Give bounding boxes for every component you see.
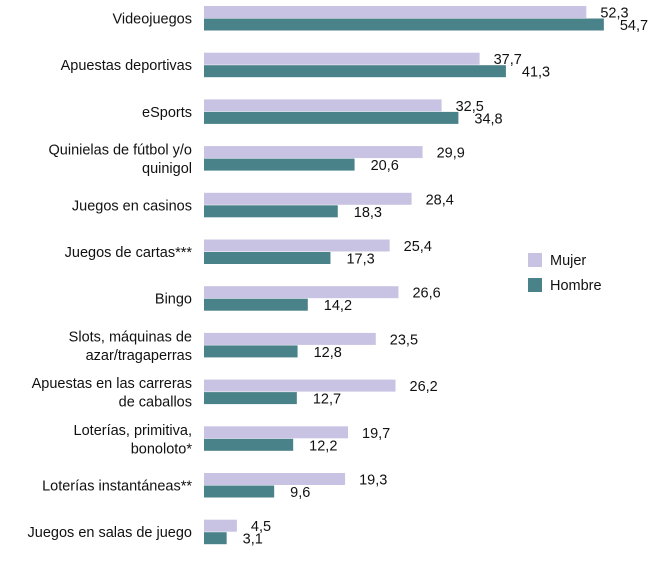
bar-hombre xyxy=(204,205,338,218)
category-label: Videojuegos xyxy=(112,12,192,28)
data-label-mujer: 25,4 xyxy=(404,239,432,255)
category-label: Slots, máquinas de xyxy=(69,329,192,345)
category-label: Loterías, primitiva, xyxy=(74,423,192,439)
data-label-mujer: 29,9 xyxy=(437,146,465,162)
bar-mujer xyxy=(204,473,346,485)
data-label-mujer: 23,5 xyxy=(390,332,418,348)
bar-mujer xyxy=(204,192,412,205)
data-label-mujer: 28,4 xyxy=(426,192,454,208)
data-label-hombre: 12,8 xyxy=(314,345,342,361)
bar-mujer xyxy=(204,6,587,18)
category-label: Juegos en casinos xyxy=(72,198,192,214)
category-label: eSports xyxy=(142,105,192,121)
bar-mujer xyxy=(204,519,237,532)
data-label-hombre: 9,6 xyxy=(290,485,310,501)
data-label-hombre: 3,1 xyxy=(243,532,263,548)
bar-hombre xyxy=(204,65,506,78)
category-label: Bingo xyxy=(155,292,192,308)
bar-hombre xyxy=(204,252,331,264)
data-label-hombre: 17,3 xyxy=(346,252,374,268)
data-label-hombre: 34,8 xyxy=(474,111,502,127)
data-label-hombre: 20,6 xyxy=(371,158,399,174)
legend-label-hombre: Hombre xyxy=(550,278,602,294)
bar-mujer xyxy=(204,99,442,112)
data-label-mujer: 32,5 xyxy=(456,99,484,115)
bar-hombre xyxy=(204,532,227,545)
bar-mujer xyxy=(204,332,376,345)
data-label-hombre: 18,3 xyxy=(354,205,382,221)
data-label-hombre: 14,2 xyxy=(324,298,352,314)
category-label: bonoloto* xyxy=(131,441,193,457)
data-label-mujer: 19,7 xyxy=(362,426,390,442)
data-label-mujer: 52,3 xyxy=(600,6,628,22)
bar-hombre xyxy=(204,158,355,171)
category-label: azar/tragaperras xyxy=(86,348,192,364)
data-label-mujer: 19,3 xyxy=(359,473,387,489)
data-label-hombre: 54,7 xyxy=(620,18,648,34)
category-label: Loterías instantáneas** xyxy=(42,479,192,495)
data-label-mujer: 4,5 xyxy=(251,519,271,535)
data-label-mujer: 26,2 xyxy=(410,379,438,395)
category-label: Apuestas en las carreras xyxy=(32,376,192,392)
bar-mujer xyxy=(204,286,399,299)
data-label-mujer: 26,6 xyxy=(412,286,440,302)
data-label-mujer: 37,7 xyxy=(494,52,522,68)
legend-label-mujer: Mujer xyxy=(550,253,586,269)
bar-hombre xyxy=(204,392,297,405)
bar-mujer xyxy=(204,379,396,392)
category-label: quinigol xyxy=(142,161,192,177)
bar-hombre xyxy=(204,345,298,358)
data-label-hombre: 12,7 xyxy=(313,392,341,408)
category-label: Apuestas deportivas xyxy=(61,58,192,74)
legend-swatch-hombre xyxy=(528,278,542,292)
data-label-hombre: 12,2 xyxy=(309,438,337,454)
bar-mujer xyxy=(204,239,390,252)
category-label: Quinielas de fútbol y/o xyxy=(49,143,192,159)
bar-hombre xyxy=(204,485,275,498)
bar-hombre xyxy=(204,438,294,451)
data-label-hombre: 41,3 xyxy=(522,65,550,81)
category-label: Juegos de cartas*** xyxy=(65,245,193,261)
category-label: Juegos en salas de juego xyxy=(28,525,192,541)
bar-mujer xyxy=(204,52,480,65)
legend-swatch-mujer xyxy=(528,253,542,267)
bar-mujer xyxy=(204,146,423,159)
bar-hombre xyxy=(204,111,459,124)
category-label: de caballos xyxy=(119,395,192,411)
bar-hombre xyxy=(204,298,308,311)
bar-hombre xyxy=(204,18,604,31)
bar-mujer xyxy=(204,426,349,439)
